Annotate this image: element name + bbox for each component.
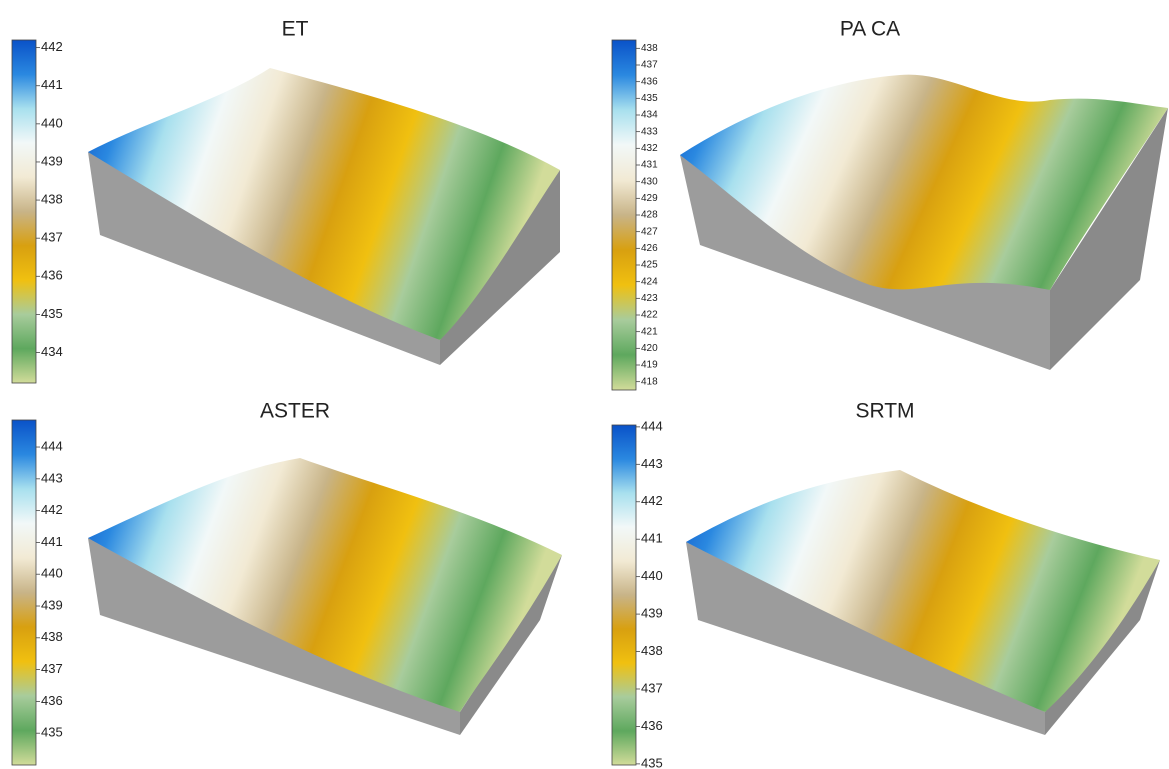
colorbar-tick-label: 435 — [41, 306, 63, 321]
colorbar-tick-label: 423 — [641, 293, 658, 304]
colorbar-tick-label: 441 — [41, 534, 63, 549]
colorbar-tick-label: 438 — [641, 643, 663, 658]
panel: ASTER 435 436 437 438 439 440 441 442 443 444 — [12, 400, 562, 765]
colorbar — [612, 40, 636, 390]
colorbar-tick-label: 420 — [641, 343, 658, 354]
colorbar-tick-label: 440 — [41, 566, 63, 581]
colorbar-tick-label: 439 — [41, 597, 63, 612]
colorbar-tick-label: 424 — [641, 276, 658, 287]
colorbar-tick-label: 434 — [41, 344, 63, 359]
colorbar-tick-label: 432 — [641, 143, 658, 154]
colorbar-tick-label: 431 — [641, 160, 658, 171]
panel: PA CA 418 419 420 421 422 423 424 425 426 427 428 42… — [612, 18, 1168, 390]
colorbar-tick-label: 437 — [41, 230, 63, 245]
panel: SRTM 435 436 437 438 439 440 441 442 443 444 — [612, 400, 1160, 769]
figure: ET 434 435 436 437 438 439 440 441 442 PA CA 418 419… — [0, 0, 1169, 769]
colorbar-tick-label: 442 — [41, 502, 63, 517]
colorbar-tick-label: 440 — [41, 115, 63, 130]
colorbar-tick-label: 442 — [641, 493, 663, 508]
colorbar-tick-label: 428 — [641, 210, 658, 221]
colorbar-tick-label: 442 — [41, 39, 63, 54]
colorbar-tick-label: 434 — [641, 110, 658, 121]
colorbar — [12, 40, 36, 383]
colorbar — [612, 425, 636, 765]
colorbar-tick-label: 419 — [641, 360, 658, 371]
colorbar-tick-label: 418 — [641, 376, 658, 387]
colorbar-tick-label: 433 — [641, 126, 658, 137]
colorbar-tick-label: 437 — [641, 60, 658, 71]
colorbar-tick-label: 426 — [641, 243, 658, 254]
panel-title: ET — [282, 18, 309, 41]
colorbar-tick-label: 436 — [41, 693, 63, 708]
colorbar-tick-label: 443 — [41, 470, 63, 485]
panel-title: SRTM — [855, 400, 914, 423]
colorbar-tick-label: 439 — [41, 153, 63, 168]
colorbar-tick-label: 436 — [641, 718, 663, 733]
colorbar-tick-label: 425 — [641, 260, 658, 271]
colorbar-tick-label: 443 — [641, 456, 663, 471]
colorbar-tick-label: 438 — [641, 43, 658, 54]
colorbar-tick-label: 427 — [641, 226, 658, 237]
colorbar-tick-label: 436 — [641, 76, 658, 87]
panel: ET 434 435 436 437 438 439 440 441 442 — [12, 18, 560, 383]
colorbar-tick-label: 441 — [641, 531, 663, 546]
colorbar-tick-label: 435 — [41, 725, 63, 740]
colorbar-tick-label: 429 — [641, 193, 658, 204]
colorbar-tick-label: 444 — [641, 418, 663, 433]
colorbar-tick-label: 438 — [41, 629, 63, 644]
panel-title: ASTER — [260, 400, 330, 423]
colorbar-tick-label: 435 — [641, 93, 658, 104]
colorbar-tick-label: 437 — [41, 661, 63, 676]
colorbar-tick-label: 440 — [641, 568, 663, 583]
colorbar-tick-label: 435 — [641, 755, 663, 769]
colorbar-tick-label: 430 — [641, 176, 658, 187]
colorbar — [12, 420, 36, 765]
colorbar-tick-label: 444 — [41, 438, 63, 453]
colorbar-tick-label: 421 — [641, 326, 658, 337]
colorbar-tick-label: 439 — [641, 606, 663, 621]
colorbar-tick-label: 437 — [641, 680, 663, 695]
colorbar-tick-label: 436 — [41, 268, 63, 283]
colorbar-tick-label: 422 — [641, 310, 658, 321]
panel-title: PA CA — [840, 18, 900, 41]
colorbar-tick-label: 441 — [41, 77, 63, 92]
colorbar-tick-label: 438 — [41, 192, 63, 207]
